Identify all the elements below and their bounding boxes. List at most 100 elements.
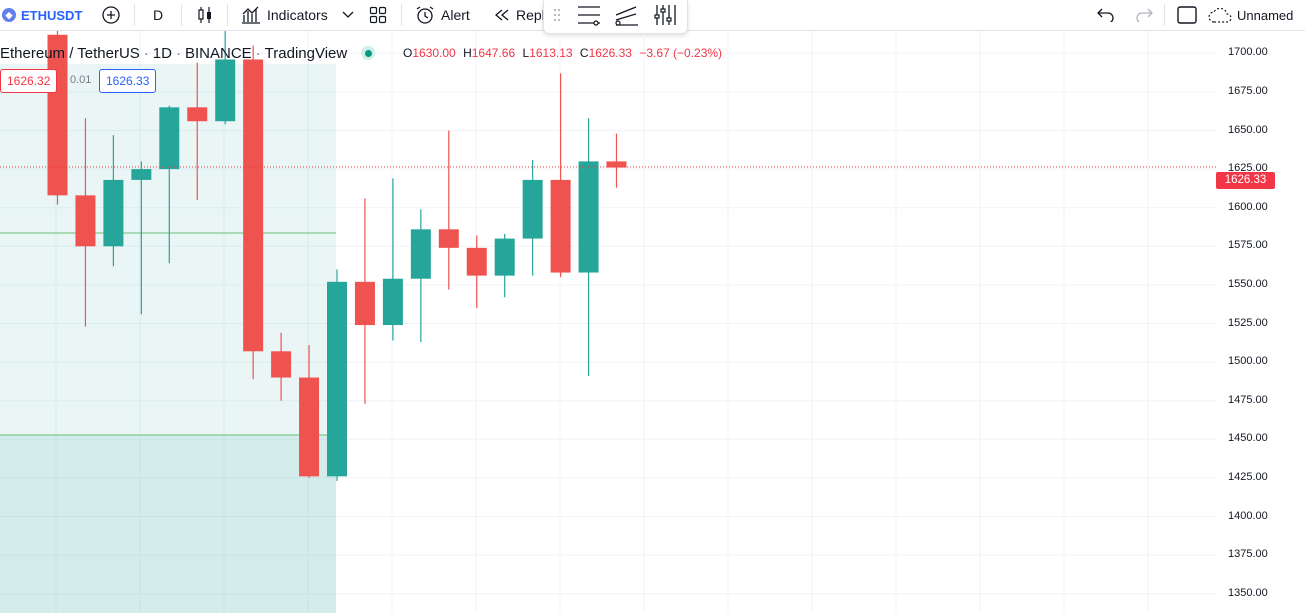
indicators-label: Indicators — [267, 7, 328, 23]
candle — [522, 159, 543, 276]
candle-body — [243, 59, 264, 352]
replay-label: Repl — [516, 7, 545, 23]
position-stop-zone[interactable] — [0, 435, 336, 613]
buy-button[interactable]: 1626.33 — [99, 69, 157, 93]
candle — [382, 178, 403, 341]
candle — [494, 233, 515, 298]
price-axis-label: 1525.00 — [1228, 316, 1268, 329]
candle-body — [382, 278, 403, 326]
templates-button[interactable] — [369, 0, 387, 30]
candle-body — [606, 161, 627, 168]
open-value: 1630.00 — [412, 46, 456, 60]
spread-value: 0.01 — [70, 74, 92, 86]
price-chart[interactable] — [0, 31, 1305, 613]
candle — [215, 31, 236, 125]
price-axis-label: 1350.00 — [1228, 586, 1268, 599]
change-value: −3.67 (−0.23%) — [639, 46, 723, 60]
interval-button[interactable]: D — [153, 0, 163, 30]
low-value: 1613.13 — [529, 46, 573, 60]
horizontal-lines-icon[interactable] — [576, 3, 602, 27]
high-label: H — [463, 46, 472, 60]
candle — [354, 198, 375, 404]
price-axis-label: 1700.00 — [1228, 46, 1268, 59]
price-axis-label: 1425.00 — [1228, 470, 1268, 483]
low-label: L — [522, 46, 530, 60]
open-label: O — [403, 46, 413, 60]
replay-button[interactable]: Repl — [494, 0, 545, 30]
settings-sliders-icon[interactable] — [653, 3, 677, 27]
candle-body — [327, 281, 347, 477]
toolbar-divider — [227, 4, 228, 26]
price-axis-label: 1625.00 — [1228, 162, 1268, 175]
undo-icon — [1097, 8, 1114, 22]
toolbar-divider — [401, 4, 402, 26]
candle-body — [438, 229, 459, 248]
legend-dot: · — [143, 44, 149, 62]
layout-save-button[interactable]: Unnamed — [1208, 0, 1293, 30]
candle — [103, 135, 124, 267]
candle-body — [271, 351, 292, 378]
last-price-badge: 1626.33 — [1216, 172, 1275, 189]
candle — [299, 345, 320, 478]
symbol-label: ETHUSDT — [21, 7, 83, 23]
fullscreen-button[interactable] — [1177, 0, 1197, 30]
candle-body — [494, 238, 515, 276]
compare-symbol-button[interactable] — [101, 0, 121, 30]
indicators-button[interactable]: Indicators — [241, 0, 328, 30]
layout-name: Unnamed — [1237, 7, 1294, 23]
candle-body — [131, 169, 152, 180]
candle-body — [299, 377, 320, 477]
drawing-floating-toolbar — [543, 0, 688, 34]
market-status-icon[interactable] — [361, 46, 376, 60]
high-value: 1647.66 — [471, 46, 516, 60]
plus-circle-icon — [102, 6, 120, 24]
price-axis-label: 1600.00 — [1228, 200, 1268, 213]
candle — [466, 235, 487, 309]
candle-body — [75, 195, 96, 247]
price-axis-label: 1475.00 — [1228, 393, 1268, 406]
candle — [159, 105, 180, 264]
chart-legend: Ethereum / TetherUS · 1D · BINANCE · Tra… — [0, 44, 376, 62]
trend-lines-icon[interactable] — [614, 3, 640, 27]
candle-body — [466, 247, 487, 276]
indicators-menu-button[interactable] — [342, 0, 354, 30]
candle-body — [187, 107, 208, 122]
candle — [243, 45, 264, 380]
grid-icon — [369, 6, 387, 24]
ohlc-values: O1630.00 H1647.66 L1613.13 C1626.33 −3.6… — [403, 46, 722, 60]
indicators-icon — [242, 6, 260, 24]
undo-button[interactable] — [1097, 0, 1115, 30]
toolbar-divider — [181, 4, 182, 26]
alert-label: Alert — [441, 7, 470, 23]
candle-body — [522, 179, 543, 239]
price-axis-label: 1675.00 — [1228, 84, 1268, 97]
drag-handle-icon[interactable] — [553, 8, 561, 22]
symbol-search-button[interactable]: ◆ ETHUSDT — [2, 0, 82, 30]
candle-body — [215, 59, 236, 122]
toolbar-divider — [134, 4, 135, 26]
candle — [606, 133, 627, 188]
chevron-down-icon — [342, 11, 354, 18]
price-axis-label: 1400.00 — [1228, 509, 1268, 522]
candles-icon — [198, 7, 211, 23]
legend-exchange: BINANCE — [184, 44, 252, 62]
alarm-clock-icon — [416, 6, 434, 24]
candle-body — [103, 179, 124, 247]
legend-title[interactable]: Ethereum / TetherUS — [0, 44, 140, 62]
redo-button[interactable] — [1135, 0, 1153, 30]
candle-body — [354, 281, 375, 326]
candle-body — [159, 107, 180, 170]
sell-button[interactable]: 1626.32 — [0, 69, 58, 93]
legend-dot: · — [255, 44, 261, 62]
candle — [327, 269, 347, 481]
candle-body — [578, 161, 599, 273]
candle — [131, 161, 152, 315]
price-axis-label: 1450.00 — [1228, 432, 1268, 445]
interval-label: D — [153, 7, 164, 23]
alert-button[interactable]: Alert — [415, 0, 470, 30]
chart-grid — [0, 31, 1216, 613]
chart-type-button[interactable] — [196, 0, 214, 30]
candle — [187, 62, 208, 200]
close-value: 1626.33 — [588, 46, 632, 60]
candle — [550, 73, 571, 278]
